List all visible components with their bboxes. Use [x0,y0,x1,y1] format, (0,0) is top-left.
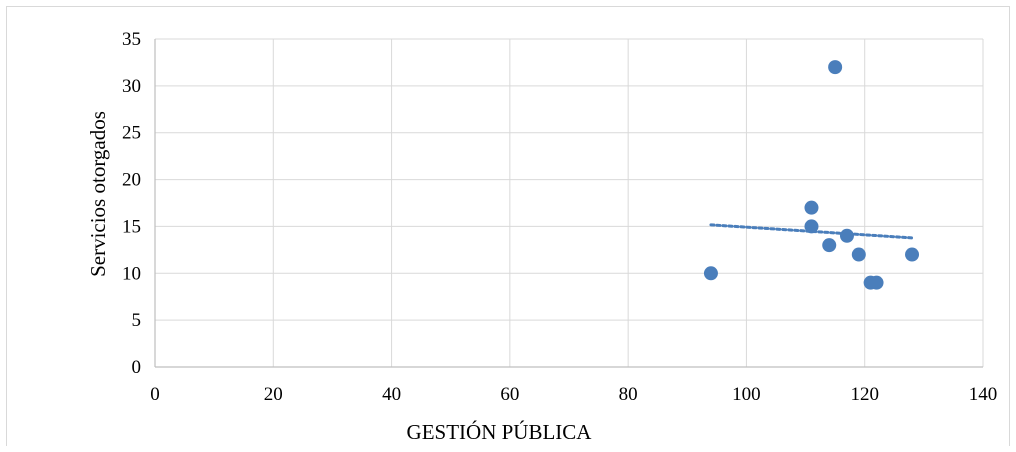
data-point [703,266,718,281]
chart-area: 0 20 40 60 80 100 120 140 0 5 10 15 20 25 30 35 GESTIÓN… [6,6,1010,446]
y-tick-label: 35 [122,29,141,50]
data-points [703,60,920,290]
data-point [804,200,819,215]
y-tick-label: 0 [132,357,142,378]
y-tick-label: 10 [122,263,141,284]
x-tick-label: 140 [969,384,998,405]
x-tick-label: 20 [264,384,283,405]
y-tick-label: 5 [132,310,142,331]
x-tick-label: 120 [850,384,879,405]
y-tick-label: 25 [122,123,141,144]
x-tick-label: 40 [382,384,401,405]
x-tick-label: 80 [619,384,638,405]
data-point [828,60,843,75]
data-point [804,219,819,234]
data-point [905,247,920,262]
x-axis-title: GESTIÓN PÚBLICA [407,420,593,444]
data-point [851,247,866,262]
y-tick-label: 15 [122,216,141,237]
y-tick-label: 20 [122,170,141,191]
axes [154,39,983,368]
data-point [839,228,854,243]
x-tick-label: 100 [732,384,761,405]
scatter-chart: 0 20 40 60 80 100 120 140 0 5 10 15 20 25 30 35 GESTIÓN… [86,29,997,444]
grid-lines [155,38,984,367]
x-tick-label: 0 [150,384,160,405]
x-tick-label: 60 [500,384,519,405]
data-point [869,275,884,290]
tick-labels: 0 20 40 60 80 100 120 140 0 5 10 15 20 25 30 35 [122,29,997,405]
data-point [822,238,837,253]
y-axis-title: Servicios otorgados [86,111,110,277]
y-tick-label: 30 [122,76,141,97]
